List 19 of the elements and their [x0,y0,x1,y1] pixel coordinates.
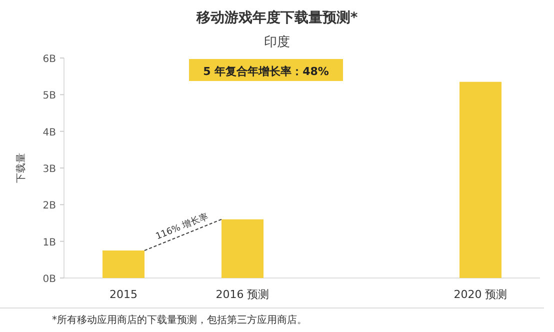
annotation: 116% 增长率 [154,211,210,242]
bar [222,219,264,278]
y-tick-label: 4B [42,127,56,138]
y-tick-label: 2B [42,200,56,212]
text: *所有移动应用商店的下载量预测，包括第三方应用商店。 [52,314,307,326]
y-tick-label: 3B [42,164,56,175]
x-tick-label: 2020 预测 [454,288,508,301]
annotation: 5 年复合年增长率：48% [203,65,329,78]
y-tick-label: 1B [42,237,56,248]
x-tick-label: 2016 预测 [216,288,270,301]
bar [460,82,502,278]
chart-title: 移动游戏年度下载量预测* [195,9,358,26]
bar [102,250,144,278]
y-tick-label: 5B [42,90,56,102]
y-tick-label: 0B [42,274,56,285]
chart-subtitle: 印度 [264,34,290,50]
x-tick-label: 2015 [110,288,138,301]
y-axis-title: 下载量 [15,153,27,183]
y-tick-label: 6B [42,54,56,65]
